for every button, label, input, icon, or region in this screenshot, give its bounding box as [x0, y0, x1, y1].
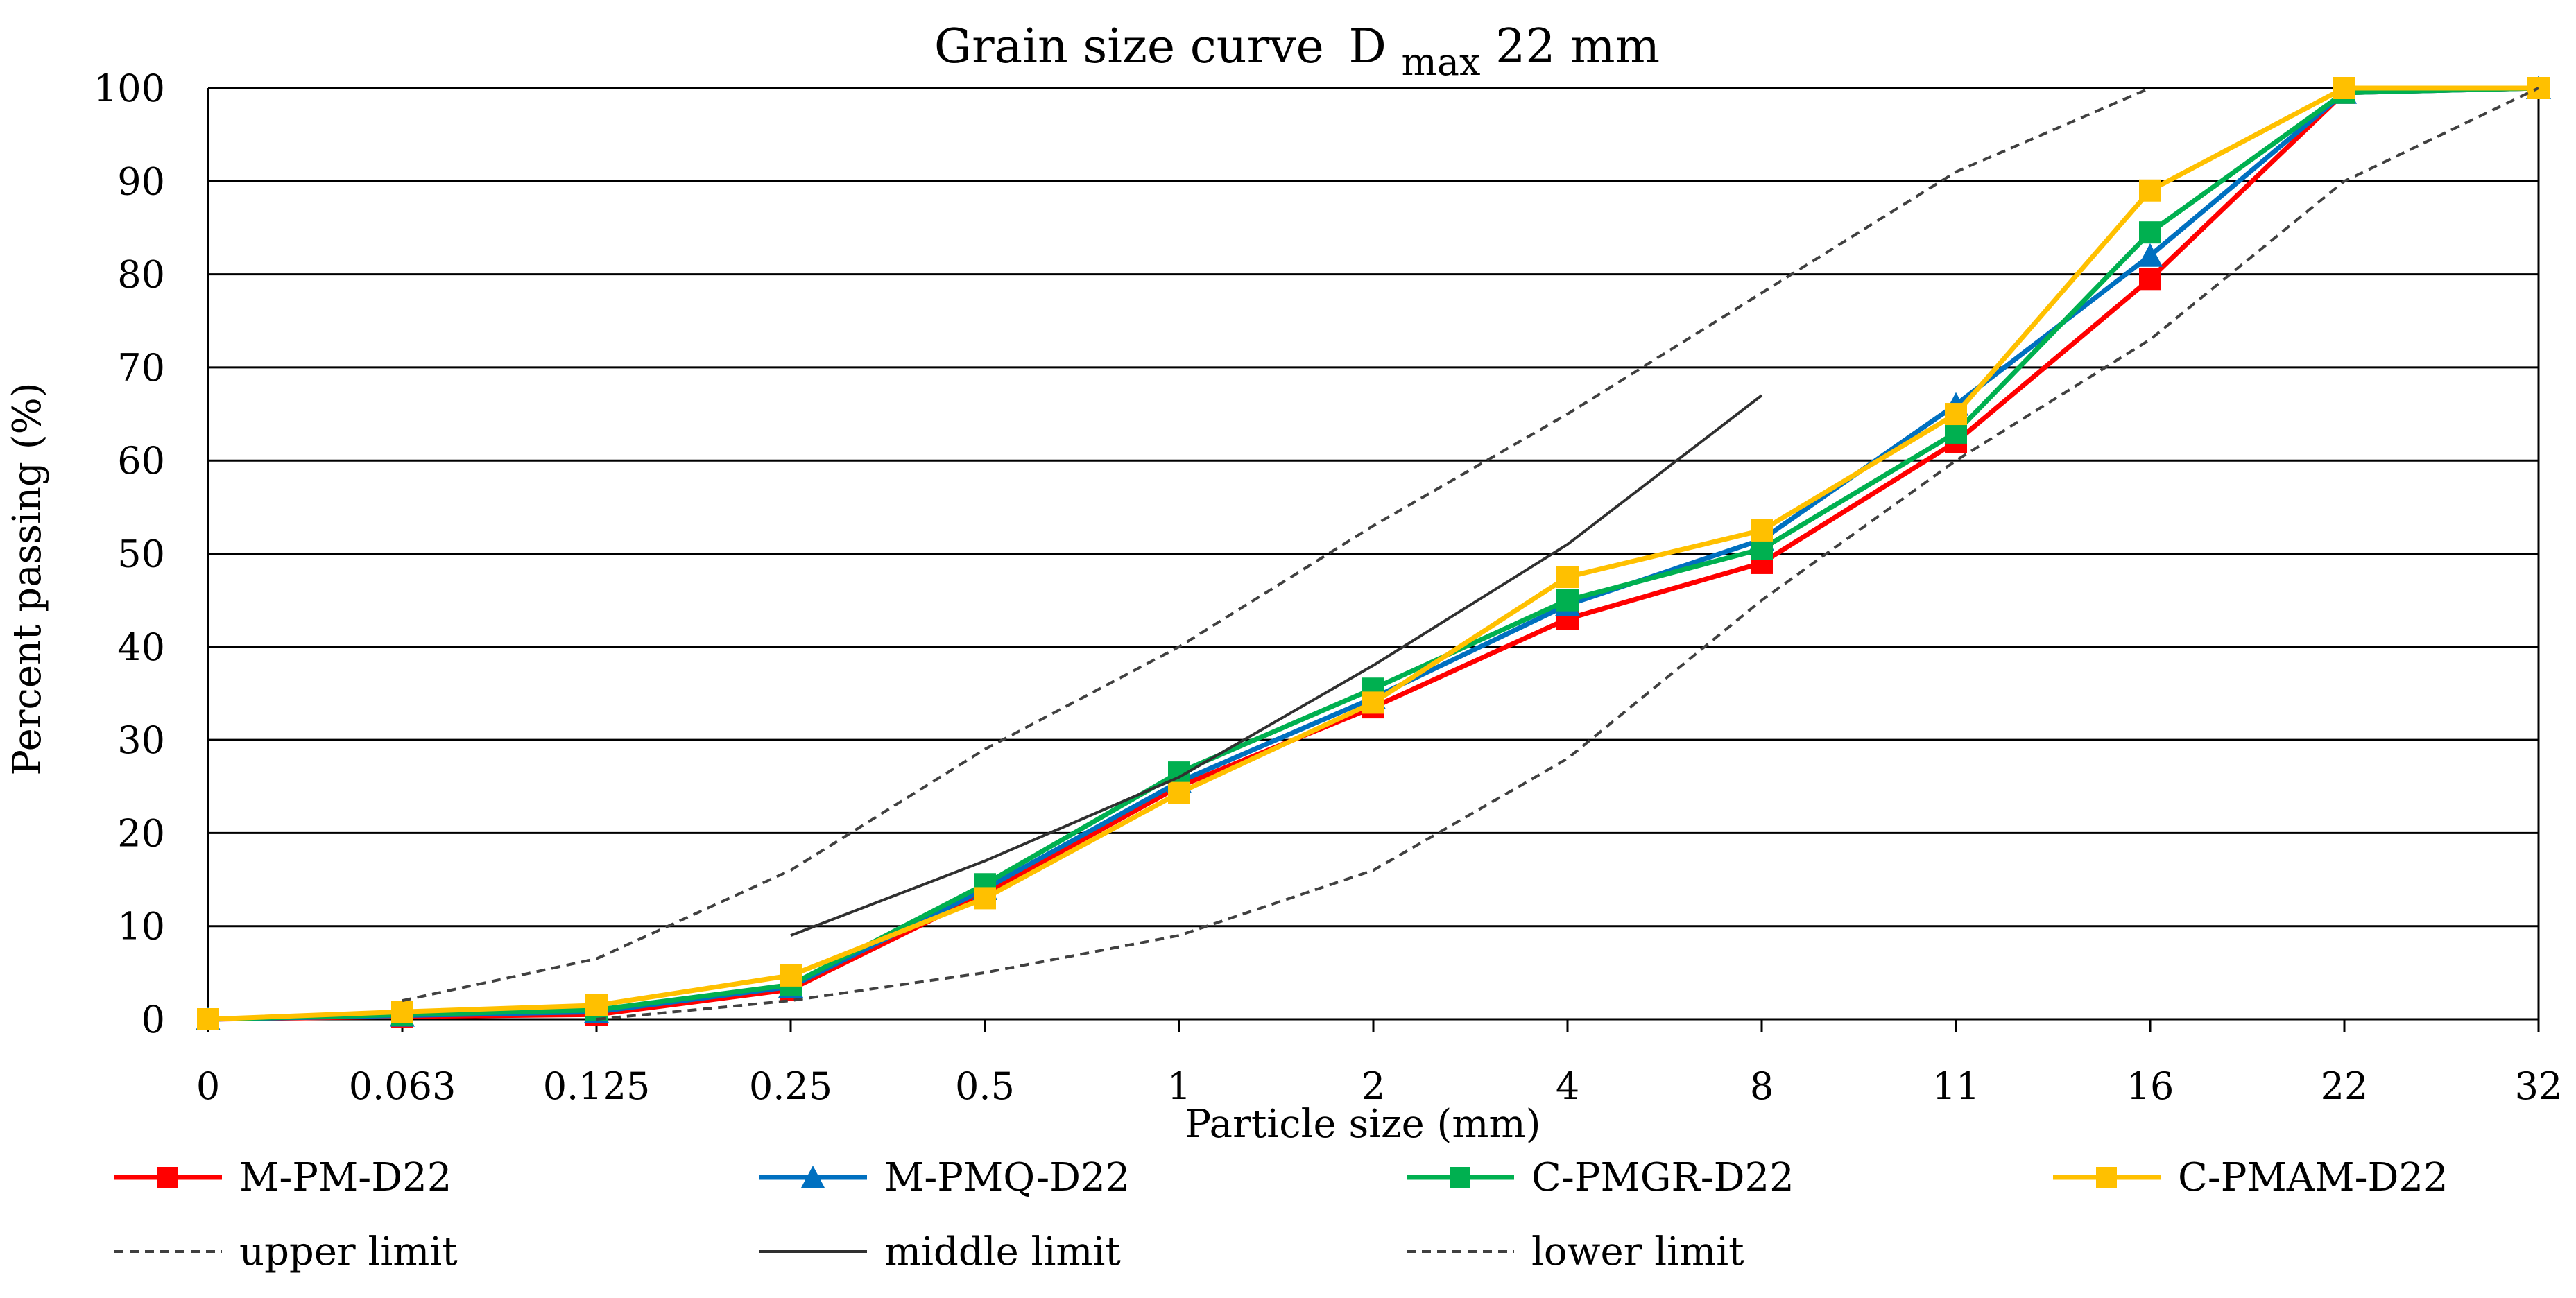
series-line	[596, 87, 2539, 1021]
y-axis-label: Percent passing (%)	[5, 382, 50, 775]
legend-item: M-PMQ-D22	[759, 1155, 1130, 1200]
x-tick-label: 0.063	[349, 1064, 456, 1108]
y-tick-label: 40	[117, 625, 165, 669]
chart-title-main: Grain size curve	[934, 19, 1324, 74]
y-axis-ticks: 0 10 20 30 40 50 60 70 80 90 100	[94, 67, 165, 1041]
x-axis-ticks: 0 0.063 0.125 0.25 0.5 1 2 4 8 11 16 22 32	[196, 1019, 2563, 1108]
data-point	[780, 964, 802, 987]
x-tick-label: 0	[196, 1064, 220, 1108]
series-lower-limit	[596, 87, 2539, 1021]
y-tick-label: 10	[117, 905, 165, 949]
x-tick-label: 1	[1167, 1064, 1191, 1108]
x-tick-label: 16	[2127, 1064, 2174, 1108]
y-tick-label: 50	[117, 533, 165, 576]
legend-item: C-PMAM-D22	[2053, 1155, 2448, 1200]
series-lines	[196, 76, 2551, 1030]
x-tick-label: 22	[2321, 1064, 2369, 1108]
series-line	[790, 394, 1763, 937]
chart-title: Grain size curve D max 22 mm	[934, 19, 1660, 87]
legend-swatch-marker	[801, 1166, 825, 1188]
data-point	[1751, 537, 1773, 560]
legend-swatch-marker	[157, 1167, 178, 1188]
legend-item: middle limit	[759, 1229, 1121, 1274]
legend-swatch-marker	[2096, 1167, 2117, 1188]
data-point	[1362, 691, 1384, 714]
chart-title-symbol: D	[1348, 19, 1386, 74]
y-tick-label: 70	[117, 346, 165, 390]
x-tick-label: 0.25	[749, 1064, 832, 1108]
x-tick-label: 8	[1750, 1064, 1774, 1108]
y-tick-label: 20	[117, 811, 165, 855]
data-point	[585, 994, 608, 1016]
legend-label: M-PMQ-D22	[884, 1155, 1130, 1200]
data-point	[2138, 243, 2163, 267]
y-tick-label: 90	[117, 159, 165, 203]
chart-title-rest: 22 mm	[1495, 19, 1660, 74]
legend-label: C-PMGR-D22	[1531, 1155, 1794, 1200]
x-tick-label: 11	[1932, 1064, 1980, 1108]
x-tick-label: 0.5	[955, 1064, 1015, 1108]
x-tick-label: 4	[1556, 1064, 1579, 1108]
y-tick-label: 60	[117, 439, 165, 483]
data-point	[2139, 268, 2161, 291]
legend-item: C-PMGR-D22	[1407, 1155, 1794, 1200]
legend: M-PM-D22 M-PMQ-D22 C-PMGR-D22 C-PMAM-D22 upp…	[114, 1155, 2448, 1274]
data-point	[1751, 519, 1773, 542]
y-tick-label: 30	[117, 718, 165, 762]
series-line	[402, 87, 2151, 1003]
data-point	[1556, 589, 1579, 612]
legend-item: M-PM-D22	[114, 1155, 452, 1200]
data-point	[1945, 421, 1967, 444]
series-middle-limit	[790, 394, 1763, 937]
chart-title-subscript: max	[1402, 40, 1481, 84]
data-point	[197, 1008, 219, 1030]
gridlines	[207, 87, 2540, 1021]
legend-label: middle limit	[884, 1229, 1121, 1274]
legend-swatch-marker	[1450, 1167, 1470, 1188]
y-tick-label: 100	[94, 67, 165, 110]
data-point	[974, 887, 996, 910]
data-point	[1945, 403, 1967, 426]
data-point	[2139, 179, 2161, 202]
legend-label: C-PMAM-D22	[2178, 1155, 2448, 1200]
data-point	[391, 1001, 413, 1023]
legend-item: upper limit	[114, 1229, 458, 1274]
legend-label: lower limit	[1531, 1229, 1744, 1274]
series-c-pmam-d22	[197, 77, 2550, 1030]
legend-label: upper limit	[239, 1229, 458, 1274]
legend-label: M-PM-D22	[239, 1155, 452, 1200]
y-tick-label: 80	[117, 253, 165, 297]
x-tick-label: 0.125	[543, 1064, 651, 1108]
data-point	[2333, 77, 2355, 99]
x-tick-label: 32	[2515, 1064, 2563, 1108]
x-axis-label: Particle size (mm)	[1185, 1102, 1541, 1147]
series-upper-limit	[402, 87, 2151, 1003]
y-tick-label: 0	[141, 998, 165, 1041]
data-point	[2139, 221, 2161, 244]
data-point	[1556, 566, 1579, 589]
x-tick-label: 2	[1362, 1064, 1385, 1108]
data-point	[1168, 781, 1190, 804]
legend-item: lower limit	[1407, 1229, 1744, 1274]
